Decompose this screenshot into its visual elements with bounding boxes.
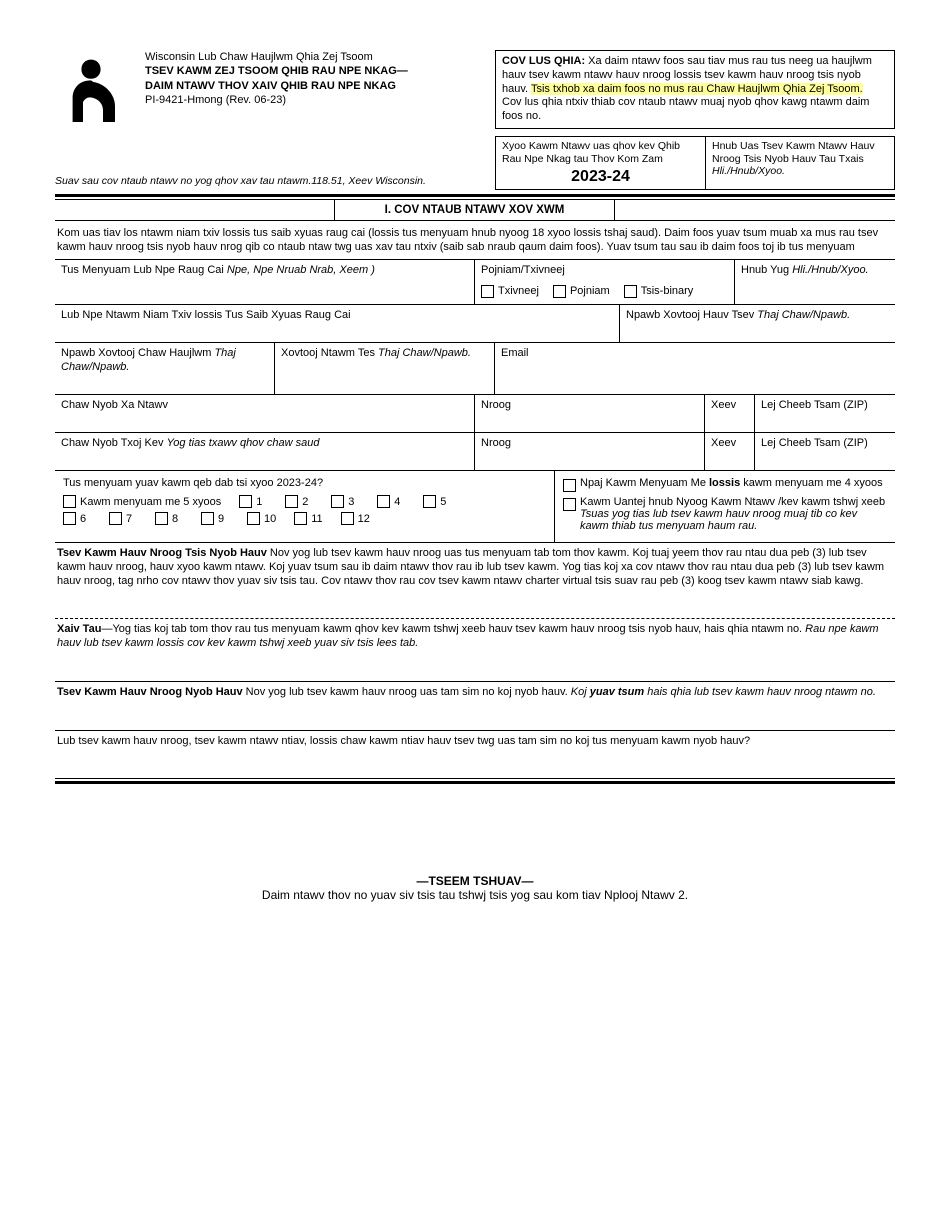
dept-name: Wisconsin Lub Chaw Haujlwm Qhia Zej Tsoo… [145,50,485,64]
prek-4k-checkbox[interactable]: Npaj Kawm Menyuam Me lossis kawm menyuam… [563,477,883,492]
early-childhood-checkbox[interactable]: Kawm Uantej hnub Nyoog Kawm Ntawv /kev k… [563,496,887,532]
divider-end [55,778,895,784]
footer-text: Daim ntawv thov no yuav siv tsis tau tsh… [55,888,895,902]
statute-note: Suav sau cov ntaub ntawv no yog qhov xav… [55,136,495,190]
gender-male-checkbox[interactable]: Txivneej [481,285,539,298]
mailing-city-field[interactable]: Nroog [475,395,705,432]
parent-name-field[interactable]: Lub Npe Ntawm Niam Txiv lossis Tus Saib … [55,305,620,342]
section-title: I. COV NTAUB NTAWV XOV XWM [335,200,615,220]
gender-label: Pojniam/Txivneej [481,264,728,277]
instructions-text2: Cov lus qhia ntxiv thiab cov ntaub ntawv… [502,96,888,124]
optional-program-block[interactable]: Xaiv Tau—Yog tias koj tab tom thov rau t… [55,619,895,682]
gender-female-checkbox[interactable]: Pojniam [553,285,610,298]
section-header: I. COV NTAUB NTAWV XOV XWM [55,200,895,221]
prek-section: Npaj Kawm Menyuam Me lossis kawm menyuam… [555,471,895,542]
school-year-value: 2023-24 [502,167,699,186]
student-name-field[interactable]: Tus Menyuam Lub Npe Raug Cai Npe, Npe Nr… [55,260,475,304]
form-grid: Tus Menyuam Lub Npe Raug Cai Npe, Npe Nr… [55,259,895,543]
mailing-state-field[interactable]: Xeev [705,395,755,432]
nonresident-district-block[interactable]: Tsev Kawm Hauv Nroog Tsis Nyob Hauv Nov … [55,543,895,619]
year-row: Suav sau cov ntaub ntawv no yog qhov xav… [55,136,895,190]
grade-9-checkbox[interactable]: 9 [201,512,229,525]
date-received-label: Hnub Uas Tsev Kawm Ntawv Hauv Nroog Tsis… [712,140,875,165]
logo [55,50,135,130]
resident-district-block[interactable]: Tsev Kawm Hauv Nroog Nyob Hauv Nov yog l… [55,682,895,731]
grade-7-checkbox[interactable]: 7 [109,512,137,525]
email-field[interactable]: Email [495,343,895,393]
mailing-address-field[interactable]: Chaw Nyob Xa Ntawv [55,395,475,432]
street-address-field[interactable]: Chaw Nyob Txoj Kev Yog tias txawv qhov c… [55,433,475,470]
grade-k5-checkbox[interactable]: Kawm menyuam me 5 xyoos [63,495,221,508]
instructions-highlight: Tsis txhob xa daim foos no mus rau Chaw … [531,83,863,95]
grade-question: Tus menyuam yuav kawm qeb dab tsi xyoo 2… [63,477,546,489]
current-school-block[interactable]: Lub tsev kawm hauv nroog, tsev kawm ntaw… [55,731,895,779]
date-received-box[interactable]: Hnub Uas Tsev Kawm Ntawv Hauv Nroog Tsis… [705,136,895,190]
school-year-label: Xyoo Kawm Ntawv uas qhov kev Qhib Rau Np… [502,140,699,165]
grade-10-checkbox[interactable]: 10 [247,512,276,525]
grade-level-section: Tus menyuam yuav kawm qeb dab tsi xyoo 2… [55,471,555,542]
street-city-field[interactable]: Nroog [475,433,705,470]
grade-2-checkbox[interactable]: 2 [285,495,313,508]
date-received-format: Hli./Hnub/Xyoo. [712,165,785,177]
grade-12-checkbox[interactable]: 12 [341,512,370,525]
form-title-1: TSEV KAWM ZEJ TSOOM QHIB RAU NPE NKAG— [145,64,485,78]
cell-phone-field[interactable]: Xovtooj Ntawm Tes Thaj Chaw/Npawb. [275,343,495,393]
gender-nonbinary-checkbox[interactable]: Tsis-binary [624,285,694,298]
form-page: Wisconsin Lub Chaw Haujlwm Qhia Zej Tsoo… [0,0,950,932]
form-title-2: DAIM NTAWV THOV XAIV QHIB RAU NPE NKAG [145,79,485,93]
grade-11-checkbox[interactable]: 11 [294,512,322,525]
work-phone-field[interactable]: Npawb Xovtooj Chaw Haujlwm Thaj Chaw/Npa… [55,343,275,393]
grade-8-checkbox[interactable]: 8 [155,512,183,525]
instructions-box: COV LUS QHIA: Xa daim ntawv foos sau tia… [495,50,895,129]
header-row: Wisconsin Lub Chaw Haujlwm Qhia Zej Tsoo… [55,50,895,130]
street-state-field[interactable]: Xeev [705,433,755,470]
grade-6-checkbox[interactable]: 6 [63,512,91,525]
form-id: PI-9421-Hmong (Rev. 06-23) [145,93,485,107]
street-zip-field[interactable]: Lej Cheeb Tsam (ZIP) [755,433,895,470]
grade-4-checkbox[interactable]: 4 [377,495,405,508]
grade-5-checkbox[interactable]: 5 [423,495,451,508]
gender-field: Pojniam/Txivneej Txivneej Pojniam Tsis-b… [475,260,735,304]
title-block: Wisconsin Lub Chaw Haujlwm Qhia Zej Tsoo… [145,50,485,107]
grade-3-checkbox[interactable]: 3 [331,495,359,508]
grade-1-checkbox[interactable]: 1 [239,495,267,508]
school-year-box: Xyoo Kawm Ntawv uas qhov kev Qhib Rau Np… [495,136,705,190]
instructions-label: COV LUS QHIA: [502,55,585,67]
section-intro: Kom uas tiav los ntawm niam txiv lossis … [55,221,895,259]
home-phone-field[interactable]: Npawb Xovtooj Hauv Tsev Thaj Chaw/Npawb. [620,305,895,342]
dob-field[interactable]: Hnub Yug Hli./Hnub/Xyoo. [735,260,895,304]
footer-heading: —TSEEM TSHUAV— [55,874,895,888]
footer: —TSEEM TSHUAV— Daim ntawv thov no yuav s… [55,874,895,902]
mailing-zip-field[interactable]: Lej Cheeb Tsam (ZIP) [755,395,895,432]
